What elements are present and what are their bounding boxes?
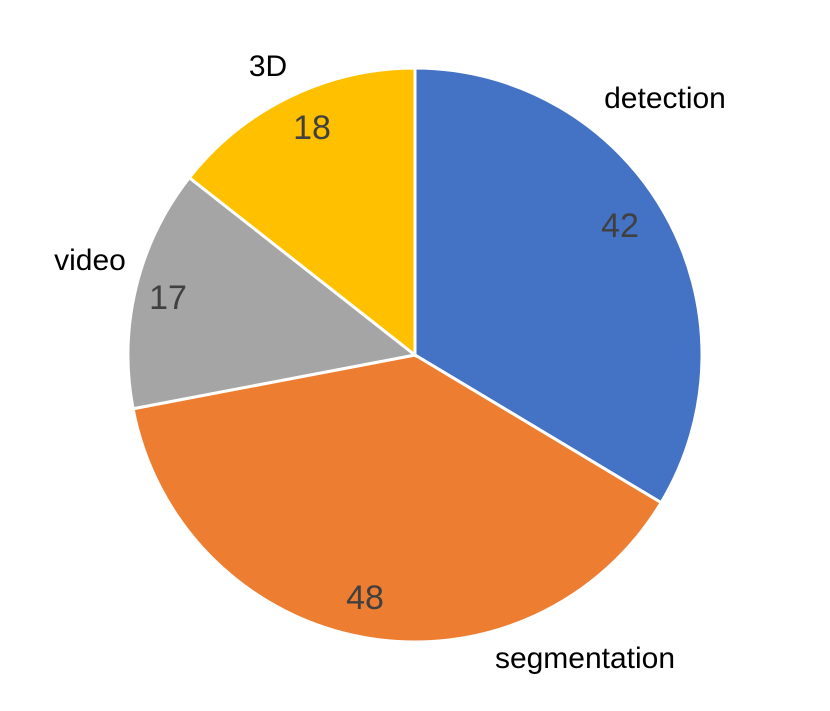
value-label: 42 [601, 207, 639, 245]
slice-label: segmentation [495, 642, 675, 675]
value-label: 48 [346, 579, 384, 617]
pie-slice [413, 66, 704, 505]
slice-label: detection [604, 82, 726, 115]
value-label: 18 [293, 109, 331, 147]
pie-slice [187, 66, 417, 359]
slice-label: video [54, 244, 126, 277]
pie-slice [126, 175, 419, 411]
slice-label: 3D [249, 50, 287, 83]
value-label: 17 [149, 279, 187, 317]
pie-slice [131, 353, 664, 644]
